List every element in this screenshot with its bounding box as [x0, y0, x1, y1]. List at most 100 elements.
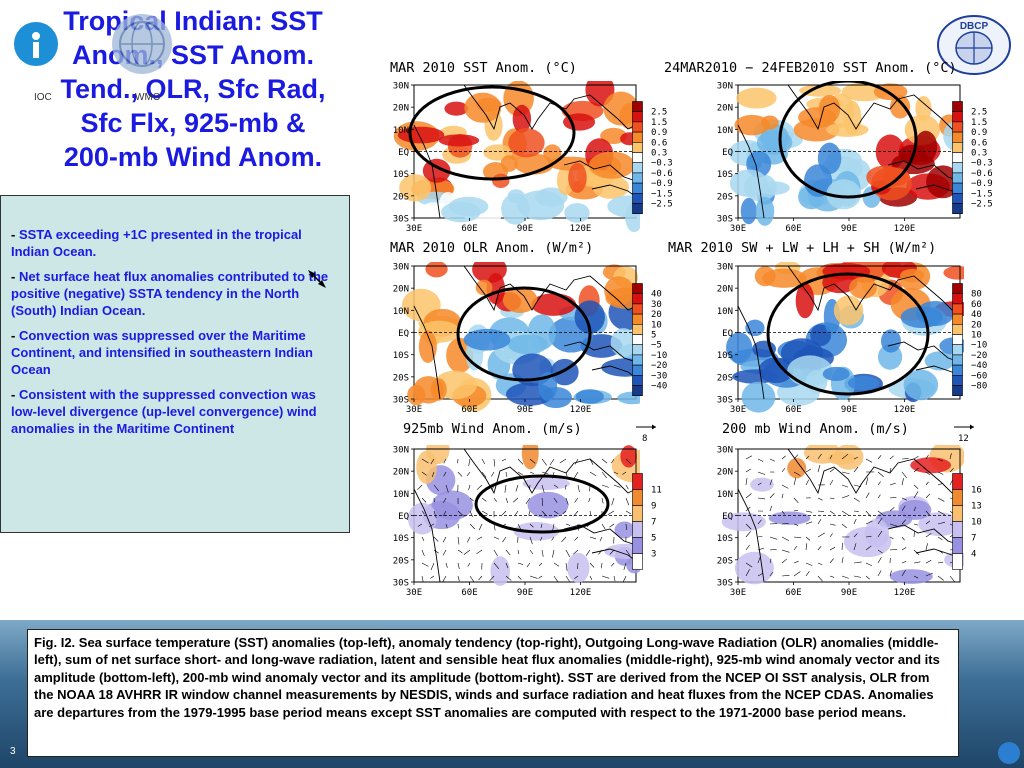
slide-title: Tropical Indian: SST Anom., SST Anom. Te… — [8, 4, 378, 174]
cursor-arrows-icon — [308, 270, 326, 288]
panel-title: MAR 2010 SST Anom. (°C) — [390, 60, 577, 76]
color-scale: 2.51.50.90.60.3−0.3−0.6−0.9−1.5−2.5 — [952, 101, 993, 214]
longitude-label: 30E — [406, 588, 422, 598]
scale-swatch — [952, 283, 963, 294]
scale-label: −0.9 — [971, 179, 993, 189]
scale-swatch — [952, 334, 963, 345]
scale-swatch — [632, 293, 643, 305]
latitude-label: 10S — [717, 534, 733, 544]
title-line: 200-mb Wind Anom. — [63, 142, 323, 172]
scale-swatch — [632, 334, 643, 345]
latitude-label: 10S — [393, 170, 409, 180]
wmo-emblem-icon — [119, 21, 165, 67]
scale-label: −0.6 — [971, 169, 993, 179]
latitude-label: 10N — [393, 490, 409, 500]
scale-label: 10 — [971, 331, 982, 341]
latitude-label: 20N — [393, 468, 409, 478]
longitude-label: 120E — [570, 588, 592, 598]
anomaly-field — [401, 262, 640, 412]
scale-swatch — [952, 375, 963, 386]
scale-label: −20 — [651, 361, 667, 371]
longitude-label: 60E — [461, 588, 477, 598]
highlight-ellipse — [778, 81, 918, 199]
scale-swatch — [632, 111, 643, 123]
latitude-label: 20S — [717, 192, 733, 202]
scale-label: 7 — [651, 518, 656, 528]
latitude-label: EQ — [722, 512, 733, 522]
longitude-label: 60E — [461, 405, 477, 415]
latitude-label: 30S — [393, 579, 409, 589]
latitude-label: EQ — [398, 148, 409, 158]
wind-vectors — [745, 453, 958, 582]
scale-label: 10 — [651, 320, 662, 330]
latitude-label: 20N — [393, 285, 409, 295]
scale-swatch — [952, 489, 963, 506]
scale-swatch — [952, 354, 963, 366]
scale-label: 5 — [651, 534, 656, 544]
scale-label: −0.3 — [971, 159, 993, 169]
scale-swatch — [632, 505, 643, 522]
latitude-label: 20S — [393, 373, 409, 383]
scale-label: 80 — [971, 290, 982, 300]
scale-swatch — [952, 293, 963, 305]
panel-title: MAR 2010 SW + LW + LH + SH (W/m²) — [668, 240, 937, 256]
ioc-logo-label: IOC — [34, 92, 52, 103]
scale-label: −10 — [971, 341, 987, 351]
scale-label: 11 — [651, 486, 662, 496]
globe-icon — [998, 742, 1020, 764]
longitude-label: 120E — [570, 405, 592, 415]
scale-swatch — [632, 473, 643, 490]
scale-swatch — [632, 364, 643, 376]
longitude-label: 90E — [517, 405, 533, 415]
scale-label: 2.5 — [971, 108, 987, 118]
scale-swatch — [952, 162, 963, 174]
scale-label: −40 — [971, 361, 987, 371]
latitude-label: 10S — [393, 534, 409, 544]
latitude-label: 30N — [717, 82, 733, 92]
scale-swatch — [952, 141, 963, 153]
scale-swatch — [952, 111, 963, 123]
bullet-item: - Consistent with the suppressed convect… — [11, 387, 317, 436]
scale-swatch — [952, 473, 963, 490]
scale-swatch — [952, 505, 963, 522]
bullet-item: - SSTA exceeding +1C presented in the tr… — [11, 227, 302, 259]
figure-caption: Fig. I2. Sea surface temperature (SST) a… — [27, 629, 959, 757]
latitude-label: 20N — [717, 104, 733, 114]
scale-label: 1.5 — [971, 118, 987, 128]
longitude-label: 90E — [841, 588, 857, 598]
scale-label: 5 — [651, 331, 656, 341]
scale-swatch — [632, 182, 643, 194]
scale-label: 20 — [971, 320, 982, 330]
scale-label: −2.5 — [971, 200, 993, 210]
bullet-text: SSTA exceeding +1C presented in the trop… — [11, 227, 302, 259]
longitude-label: 60E — [785, 588, 801, 598]
scale-label: 7 — [971, 534, 976, 544]
scale-label: 16 — [971, 486, 982, 496]
wmo-logo — [112, 14, 172, 74]
anomaly-field — [726, 262, 964, 413]
summary-bullets: - SSTA exceeding +1C presented in the tr… — [0, 195, 350, 533]
scale-label: −1.5 — [651, 189, 673, 199]
scale-label: 2.5 — [651, 108, 667, 118]
scale-label: 20 — [651, 310, 662, 320]
scale-label: −80 — [971, 382, 987, 392]
title-line: Sfc Flx, 925-mb & — [80, 108, 306, 138]
wmo-logo-label: WMO — [135, 92, 161, 103]
latitude-label: 10S — [717, 170, 733, 180]
latitude-label: 30N — [717, 263, 733, 273]
scale-swatch — [952, 121, 963, 133]
scale-label: −10 — [651, 351, 667, 361]
latitude-label: 10S — [393, 351, 409, 361]
latitude-label: EQ — [722, 329, 733, 339]
latitude-label: 10N — [393, 126, 409, 136]
latitude-label: 30S — [393, 396, 409, 406]
longitude-label: 120E — [894, 405, 916, 415]
title-line: Tend., OLR, Sfc Rad, — [60, 74, 326, 104]
latitude-label: 30S — [717, 579, 733, 589]
longitude-label: 30E — [406, 405, 422, 415]
